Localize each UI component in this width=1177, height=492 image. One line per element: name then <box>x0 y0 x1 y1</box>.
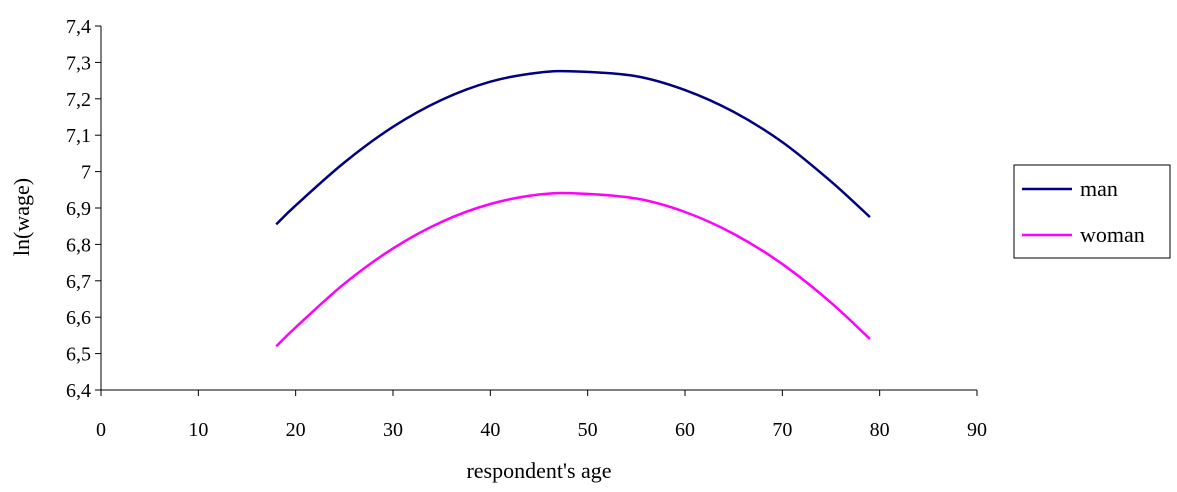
series-line-woman <box>275 191 871 348</box>
legend-label-woman: woman <box>1080 222 1145 247</box>
x-axis-title: respondent's age <box>466 458 611 483</box>
legend: man woman <box>1013 164 1171 259</box>
x-tick-label: 40 <box>480 419 500 441</box>
x-tick-label: 10 <box>188 419 208 441</box>
y-tick-label: 6,4 <box>66 380 91 402</box>
y-tick-label: 6,9 <box>66 198 91 220</box>
axes <box>100 26 977 391</box>
series-line-man <box>275 69 871 226</box>
x-tick-label: 80 <box>870 419 890 441</box>
y-tick-label: 7,4 <box>66 16 91 38</box>
x-tick-label: 50 <box>578 419 598 441</box>
y-tick-label: 7,3 <box>66 52 91 74</box>
x-tick-label: 20 <box>286 419 306 441</box>
x-tick-label: 70 <box>772 419 792 441</box>
y-tick-label: 7,2 <box>66 89 91 111</box>
x-ticks: 0 10 20 30 40 50 60 70 80 90 <box>96 390 987 441</box>
y-tick-label: 6,8 <box>66 234 91 256</box>
series-lines <box>275 69 871 348</box>
x-tick-label: 60 <box>675 419 695 441</box>
y-tick-label: 7 <box>81 162 91 184</box>
y-axis-title: ln(wage) <box>9 178 34 256</box>
y-tick-label: 6,5 <box>66 344 91 366</box>
y-tick-label: 7,1 <box>66 125 91 147</box>
y-tick-label: 6,7 <box>66 271 91 293</box>
x-tick-label: 0 <box>96 419 106 441</box>
x-tick-label: 90 <box>967 419 987 441</box>
y-tick-label: 6,6 <box>66 307 91 329</box>
legend-label-man: man <box>1080 176 1118 201</box>
x-tick-label: 30 <box>383 419 403 441</box>
y-ticks: 6,4 6,5 6,6 6,7 6,8 6,9 7 7,1 7,2 7,3 7,4 <box>66 16 101 402</box>
legend-box <box>1013 164 1171 259</box>
